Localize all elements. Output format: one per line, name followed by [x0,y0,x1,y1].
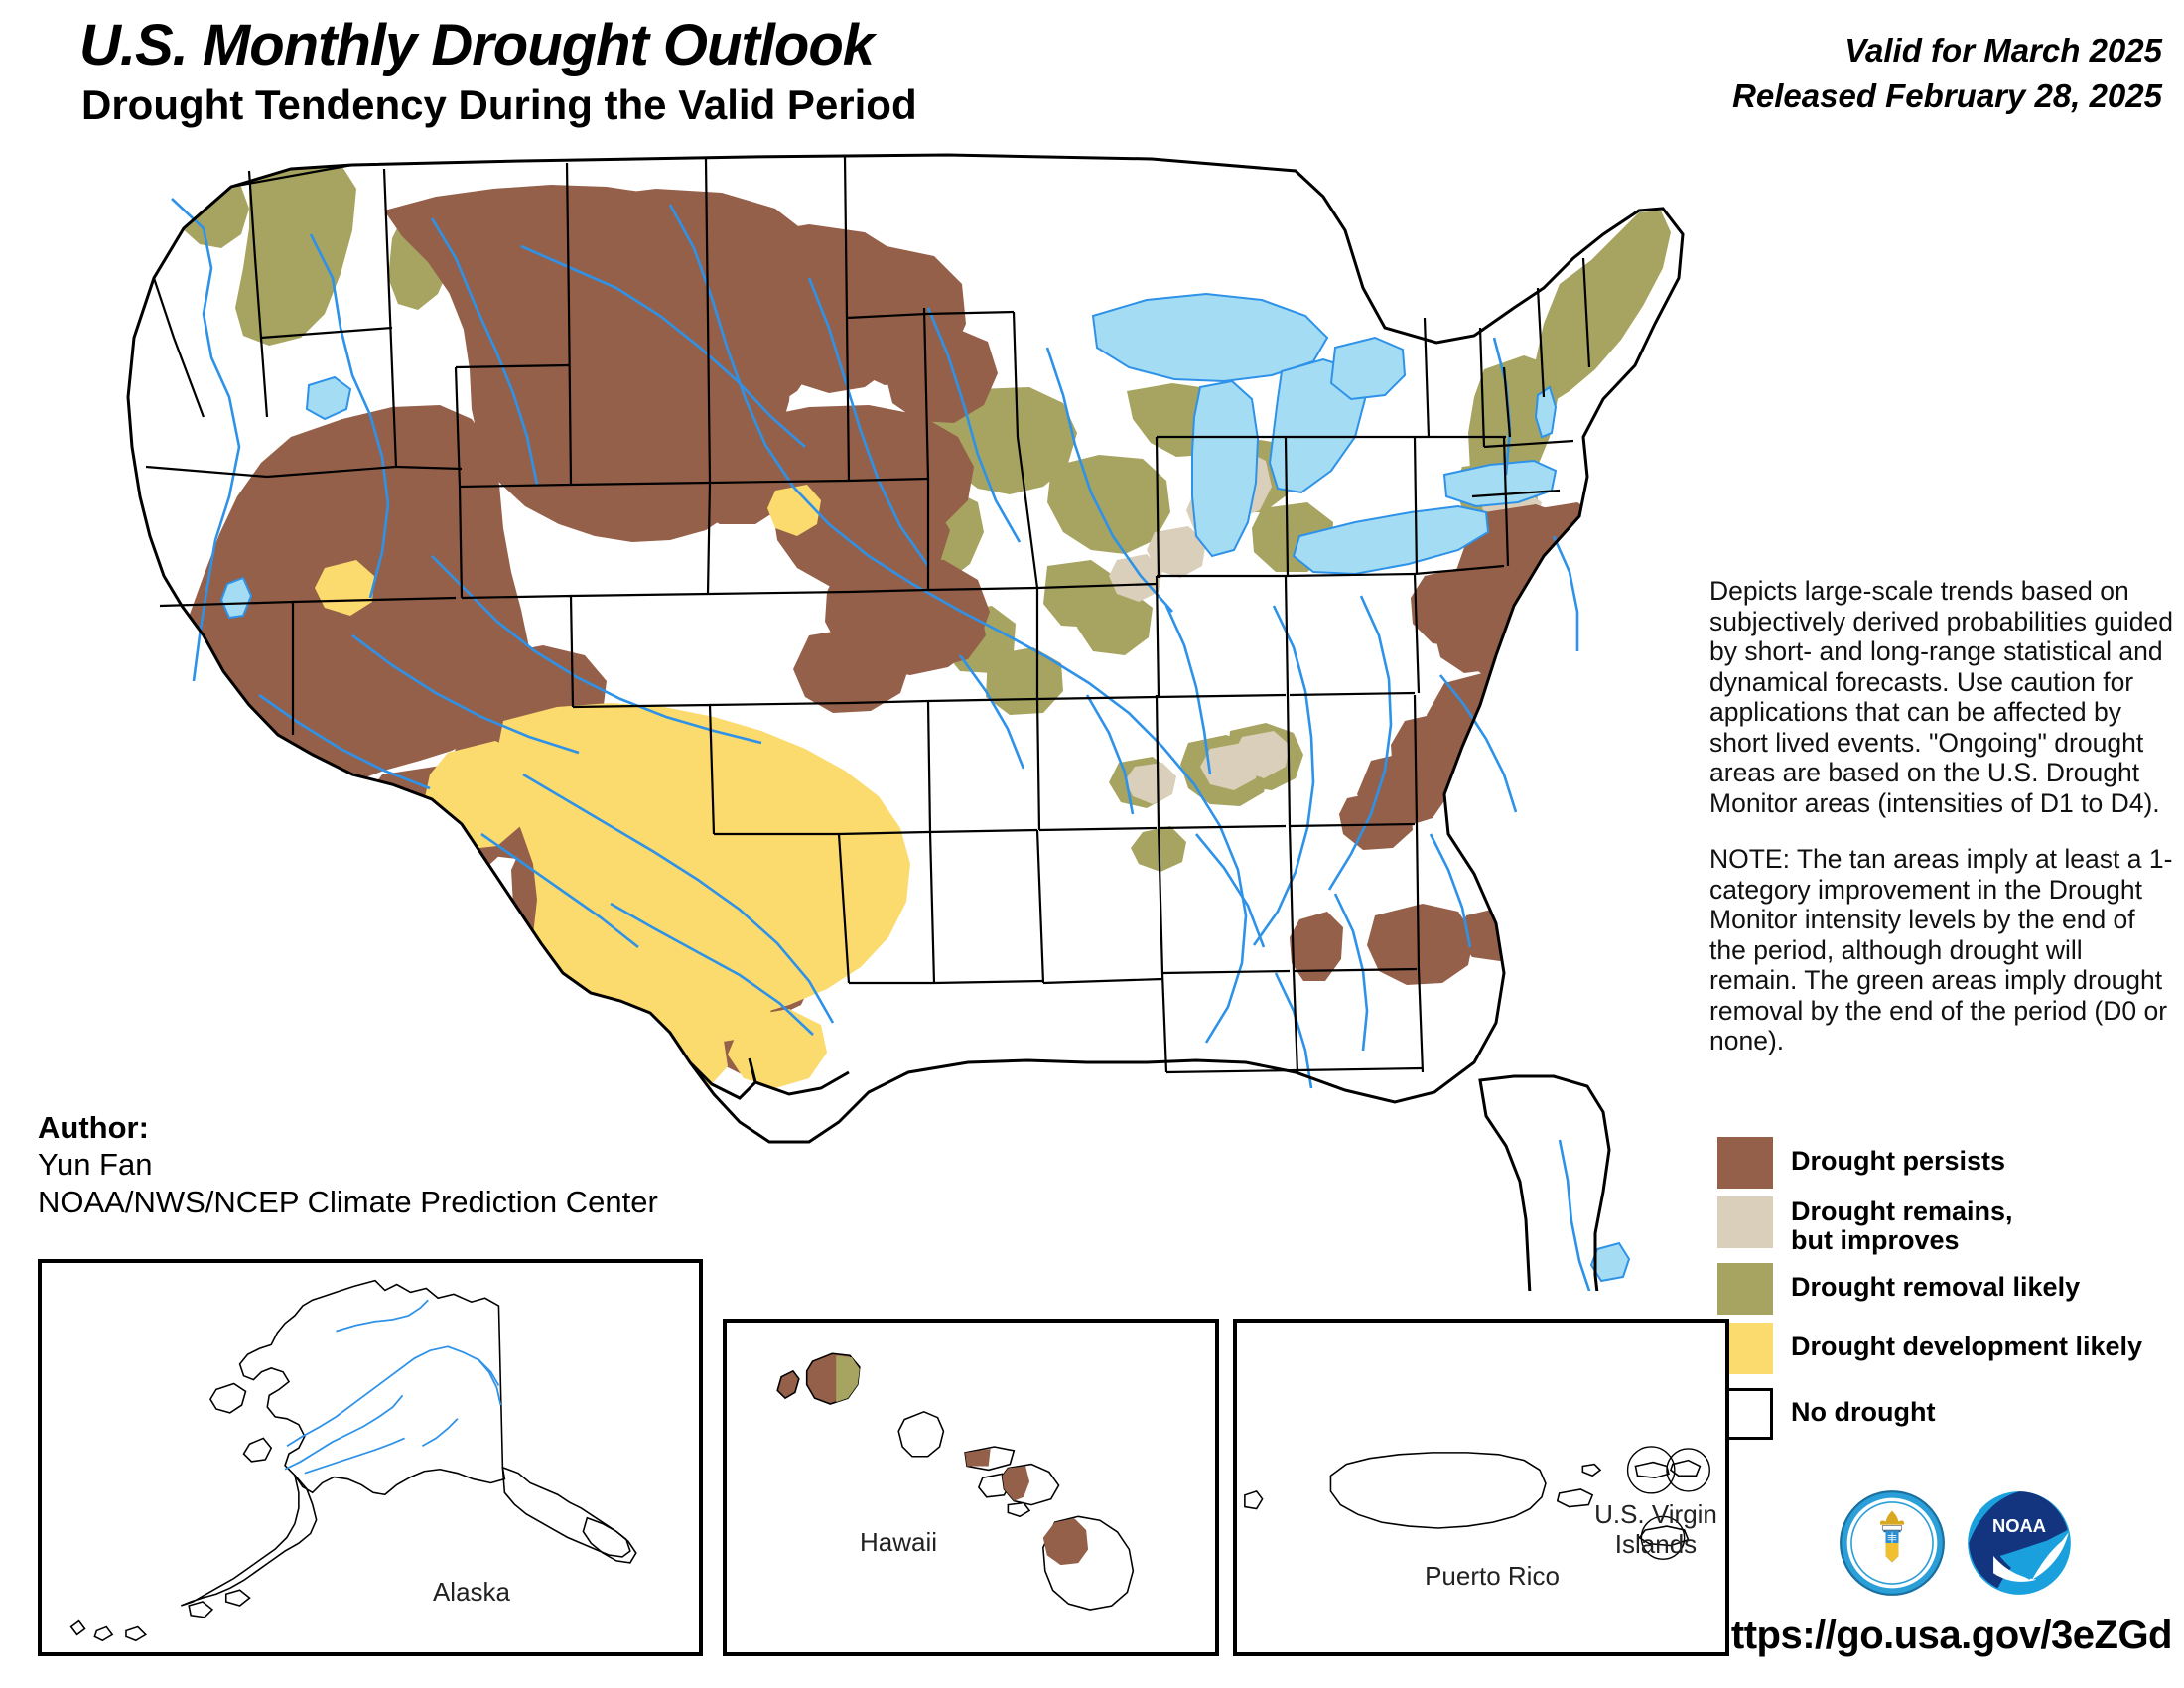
conus-map [55,139,1722,1291]
author-name: Yun Fan [38,1147,153,1182]
legend-swatch-drought-remains-improves [1717,1196,1773,1248]
agency-logos: NOAA [1839,1489,2087,1601]
source-url[interactable]: https://go.usa.gov/3eZGd [1706,1614,2173,1657]
notes-paragraph-2: NOTE: The tan areas imply at least a 1-c… [1709,844,2173,1055]
puerto-rico-inset-label: Puerto Rico [1425,1561,1560,1591]
puerto-rico-inset-map [1233,1319,1729,1656]
legend-label-no-drought: No drought [1791,1397,1936,1427]
noaa-logo-icon: NOAA [1968,1491,2071,1595]
conus-outline [126,153,1685,1291]
notes-paragraph-1: Depicts large-scale trends based on subj… [1709,576,2173,818]
legend: Drought persists Drought remains, but im… [1717,1137,2184,1448]
usvi-inset-label: U.S. Virgin Islands [1594,1499,1717,1559]
drought-regions [154,165,1671,1142]
hawaii-inset-map [723,1319,1219,1656]
legend-item-drought-remains-improves: Drought remains, but improves [1717,1196,2184,1255]
legend-item-drought-development-likely: Drought development likely [1717,1323,2184,1374]
department-of-commerce-seal-icon [1840,1490,1945,1596]
region-drought-development-likely [315,485,1595,1142]
author-label: Author: [38,1110,149,1145]
alaska-inset-map [38,1259,703,1656]
page-title: U.S. Monthly Drought Outlook [79,13,875,77]
hawaii-inset-label: Hawaii [859,1527,938,1557]
hawaii-inset-svg [776,1352,1135,1611]
state-borders [145,153,1591,1074]
puerto-rico-inset-svg [1244,1446,1710,1560]
legend-item-drought-removal-likely: Drought removal likely [1717,1263,2184,1315]
legend-swatch-drought-removal-likely [1717,1263,1773,1315]
noaa-logo-text: NOAA [1992,1515,2046,1536]
alaska-inset-label: Alaska [432,1577,511,1607]
legend-label-drought-persists: Drought persists [1791,1146,2006,1176]
hawaii-islands [776,1352,1135,1611]
legend-label-drought-removal-likely: Drought removal likely [1791,1272,2081,1302]
alaska-rivers [284,1299,502,1475]
page-subtitle: Drought Tendency During the Valid Period [81,81,917,128]
conus-map-svg [55,139,1722,1291]
alaska-outline [69,1279,637,1642]
legend-item-drought-persists: Drought persists [1717,1137,2184,1189]
legend-swatch-drought-persists [1717,1137,1773,1189]
legend-item-no-drought: No drought [1717,1388,2184,1440]
release-date-text: Released February 28, 2025 [1732,77,2162,114]
alaska-inset-svg [69,1279,637,1642]
great-lakes-water [219,292,1631,1283]
usvi-callout-circles [1626,1446,1710,1560]
notes-panel: Depicts large-scale trends based on subj… [1709,576,2176,1082]
author-block: Author: Yun Fan NOAA/NWS/NCEP Climate Pr… [38,1110,658,1221]
author-affiliation: NOAA/NWS/NCEP Climate Prediction Center [38,1185,658,1219]
legend-label-drought-remains-improves: Drought remains, but improves [1791,1196,2013,1255]
legend-label-drought-development-likely: Drought development likely [1791,1332,2143,1361]
valid-period-text: Valid for March 2025 [1844,32,2162,69]
